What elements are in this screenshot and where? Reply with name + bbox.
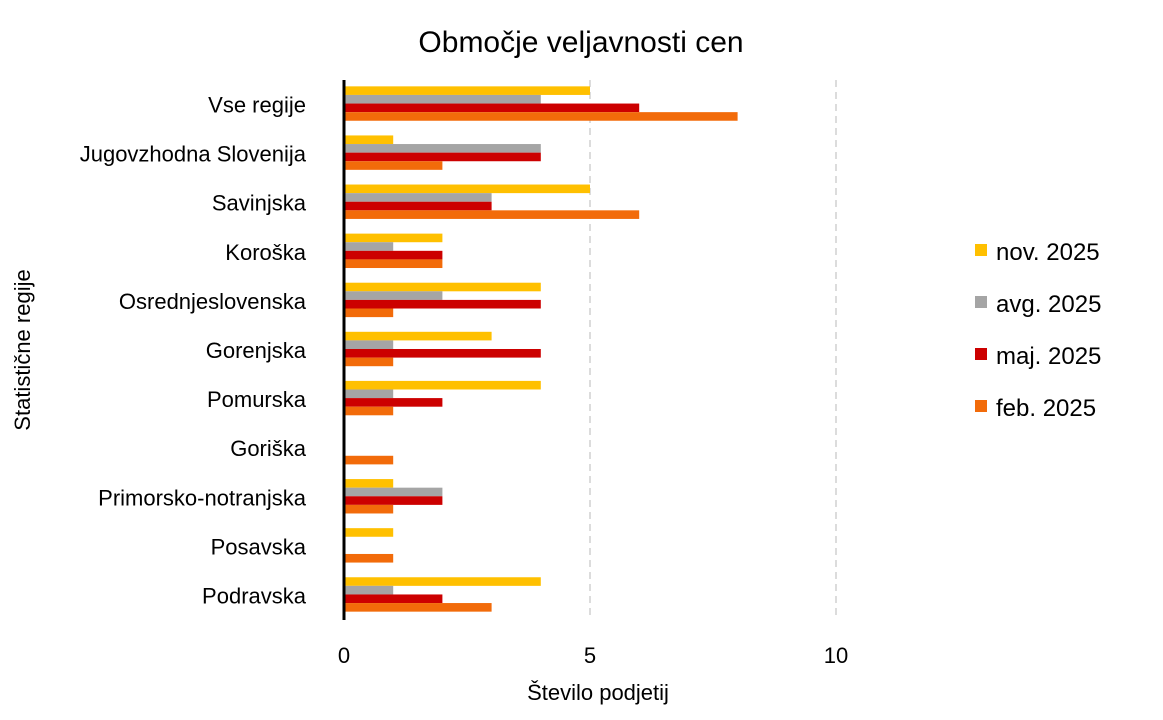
bar (344, 210, 640, 219)
bar (344, 282, 541, 292)
legend-swatch (975, 400, 987, 412)
legend-swatch (975, 244, 987, 256)
x-tick-label: 5 (584, 643, 596, 668)
bar (344, 331, 492, 341)
bar (344, 308, 394, 318)
bar (344, 496, 443, 505)
bar (344, 193, 492, 202)
bar (344, 577, 541, 586)
bar (344, 398, 443, 407)
x-axis-label: Število podjetij (527, 680, 669, 705)
category-label: Primorsko-notranjska (98, 485, 307, 510)
category-label: Pomurska (207, 387, 307, 412)
legend-label: nov. 2025 (996, 239, 1100, 266)
bar (344, 242, 394, 251)
bar (344, 152, 541, 162)
y-axis-label: Statistične regije (10, 269, 35, 430)
bar (344, 603, 492, 612)
bar (344, 94, 541, 104)
bar (344, 103, 640, 113)
category-label: Osrednjeslovenska (119, 289, 307, 314)
bar (344, 528, 394, 537)
bar (344, 389, 394, 399)
bar (344, 585, 394, 595)
x-tick-label: 0 (338, 643, 350, 668)
legend-swatch (975, 348, 987, 360)
legend-label: avg. 2025 (996, 291, 1101, 318)
category-label: Podravska (202, 583, 307, 608)
bar (344, 340, 394, 349)
bar (344, 380, 541, 390)
category-label: Savinjska (212, 191, 307, 216)
bar (344, 250, 443, 260)
chart-title: Območje veljavnosti cen (418, 26, 743, 59)
bar (344, 455, 394, 465)
legend-label: feb. 2025 (996, 395, 1096, 422)
bar (344, 594, 443, 604)
legend-label: maj. 2025 (996, 343, 1101, 370)
bar (344, 406, 394, 416)
bar (344, 487, 443, 497)
bar (344, 112, 738, 121)
bar (344, 259, 443, 269)
legend: nov. 2025 avg. 2025 maj. 2025 feb. 2025 (975, 239, 1101, 422)
x-tick-label: 10 (824, 643, 848, 668)
bar (344, 184, 590, 194)
bar (344, 86, 590, 95)
category-label: Vse regije (208, 93, 306, 118)
bar (344, 144, 541, 153)
category-label: Posavska (211, 534, 307, 559)
category-label: Koroška (225, 240, 306, 265)
bar (344, 233, 443, 243)
bar (344, 349, 541, 358)
bar (344, 504, 394, 514)
bar (344, 135, 394, 145)
bar (344, 357, 394, 367)
category-label: Jugovzhodna Slovenija (80, 142, 307, 167)
category-label: Gorenjska (206, 338, 307, 363)
legend-swatch (975, 296, 987, 308)
bar (344, 161, 443, 170)
bar (344, 479, 394, 488)
category-label: Goriška (230, 436, 307, 461)
bar (344, 553, 394, 563)
bar (344, 201, 492, 211)
bar (344, 291, 443, 300)
bar (344, 299, 541, 309)
